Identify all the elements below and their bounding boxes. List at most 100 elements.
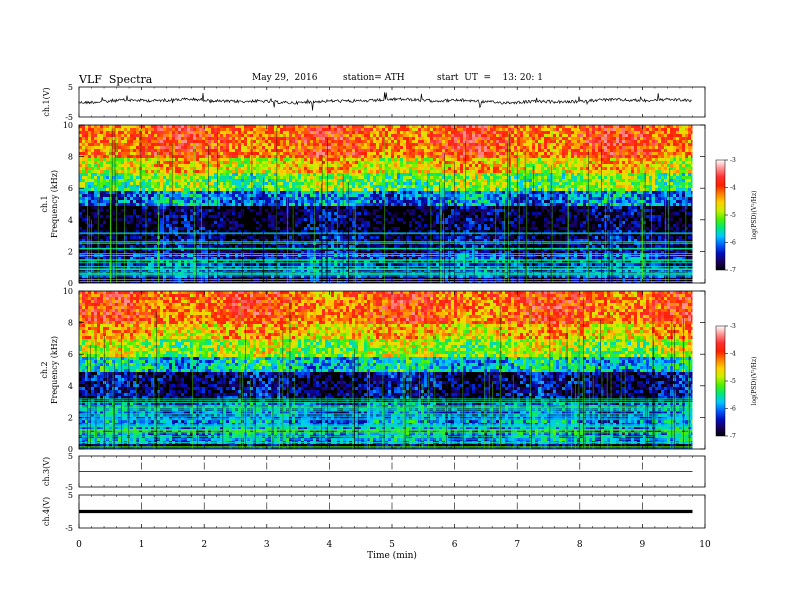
psd-cell bbox=[361, 179, 365, 183]
psd-cell bbox=[604, 143, 608, 147]
psd-cell bbox=[466, 128, 470, 132]
psd-cell bbox=[235, 161, 239, 165]
psd-cell bbox=[325, 164, 329, 168]
psd-cell bbox=[118, 173, 122, 177]
psd-cell bbox=[427, 137, 431, 141]
psd-cell bbox=[598, 137, 602, 141]
psd-cell bbox=[265, 152, 269, 156]
psd-cell bbox=[187, 164, 191, 168]
psd-cell bbox=[268, 173, 272, 177]
psd-cell bbox=[592, 188, 596, 192]
psd-cell bbox=[367, 188, 371, 192]
psd-cell bbox=[607, 155, 611, 159]
psd-cell bbox=[157, 125, 161, 129]
psd-cell bbox=[388, 134, 392, 138]
psd-cell bbox=[376, 158, 380, 162]
psd-cell bbox=[235, 143, 239, 147]
psd-cell bbox=[229, 182, 233, 186]
psd-cell bbox=[223, 128, 227, 132]
psd-cell bbox=[181, 149, 185, 153]
psd-cell bbox=[658, 176, 662, 180]
psd-cell bbox=[358, 191, 362, 195]
psd-cell bbox=[478, 146, 482, 150]
psd-cell bbox=[424, 140, 428, 144]
psd-cell bbox=[268, 155, 272, 159]
psd-cell bbox=[622, 155, 626, 159]
psd-cell bbox=[376, 176, 380, 180]
psd-cell bbox=[649, 158, 653, 162]
psd-cell bbox=[505, 182, 509, 186]
psd-cell bbox=[673, 146, 677, 150]
psd-cell bbox=[421, 143, 425, 147]
psd-cell bbox=[568, 137, 572, 141]
psd-cell bbox=[148, 152, 152, 156]
psd-cell bbox=[100, 161, 104, 165]
psd-cell bbox=[196, 125, 200, 129]
psd-cell bbox=[439, 161, 443, 165]
psd-cell bbox=[274, 194, 278, 198]
psd-cell bbox=[415, 188, 419, 192]
psd-cell bbox=[232, 182, 236, 186]
psd-cell bbox=[427, 194, 431, 198]
psd-cell bbox=[622, 131, 626, 135]
psd-cell bbox=[541, 146, 545, 150]
psd-cell bbox=[313, 125, 317, 129]
psd-cell bbox=[484, 173, 488, 177]
psd-cell bbox=[574, 182, 578, 186]
psd-cell bbox=[445, 185, 449, 189]
psd-cell bbox=[577, 167, 581, 171]
psd-cell bbox=[511, 182, 515, 186]
psd-cell bbox=[556, 149, 560, 153]
psd-cell bbox=[145, 140, 149, 144]
psd-cell bbox=[631, 161, 635, 165]
psd-cell bbox=[574, 152, 578, 156]
psd-cell bbox=[628, 131, 632, 135]
psd-cell bbox=[169, 146, 173, 150]
psd-cell bbox=[574, 143, 578, 147]
psd-cell bbox=[475, 164, 479, 168]
psd-cell bbox=[82, 191, 86, 195]
psd-cell bbox=[190, 146, 194, 150]
psd-cell bbox=[199, 143, 203, 147]
psd-cell bbox=[106, 167, 110, 171]
psd-cell bbox=[283, 179, 287, 183]
psd-cell bbox=[547, 167, 551, 171]
psd-cell bbox=[100, 194, 104, 198]
psd-cell bbox=[511, 128, 515, 132]
psd-cell bbox=[382, 125, 386, 129]
psd-cell bbox=[649, 182, 653, 186]
psd-cell bbox=[526, 185, 530, 189]
psd-cell bbox=[460, 149, 464, 153]
psd-cell bbox=[625, 155, 629, 159]
psd-cell bbox=[553, 170, 557, 174]
psd-cell bbox=[544, 188, 548, 192]
psd-cell bbox=[103, 185, 107, 189]
psd-cell bbox=[631, 188, 635, 192]
psd-cell bbox=[469, 125, 473, 129]
psd-cell bbox=[334, 125, 338, 129]
psd-cell bbox=[550, 149, 554, 153]
psd-cell bbox=[547, 176, 551, 180]
psd-cell bbox=[118, 194, 122, 198]
psd-cell bbox=[328, 134, 332, 138]
psd-cell bbox=[289, 140, 293, 144]
psd-cell bbox=[556, 140, 560, 144]
psd-cell bbox=[346, 158, 350, 162]
psd-cell bbox=[322, 170, 326, 174]
psd-cell bbox=[451, 152, 455, 156]
psd-cell bbox=[517, 182, 521, 186]
psd-cell bbox=[439, 143, 443, 147]
psd-cell bbox=[370, 194, 374, 198]
psd-cell bbox=[655, 131, 659, 135]
psd-cell bbox=[673, 158, 677, 162]
psd-cell bbox=[631, 125, 635, 129]
psd-cell bbox=[685, 188, 689, 192]
psd-cell bbox=[253, 134, 257, 138]
psd-cell bbox=[562, 140, 566, 144]
psd-cell bbox=[571, 155, 575, 159]
psd-cell bbox=[325, 131, 329, 135]
psd-cell bbox=[655, 182, 659, 186]
psd-cell bbox=[175, 185, 179, 189]
psd-cell bbox=[559, 149, 563, 153]
psd-cell bbox=[676, 143, 680, 147]
